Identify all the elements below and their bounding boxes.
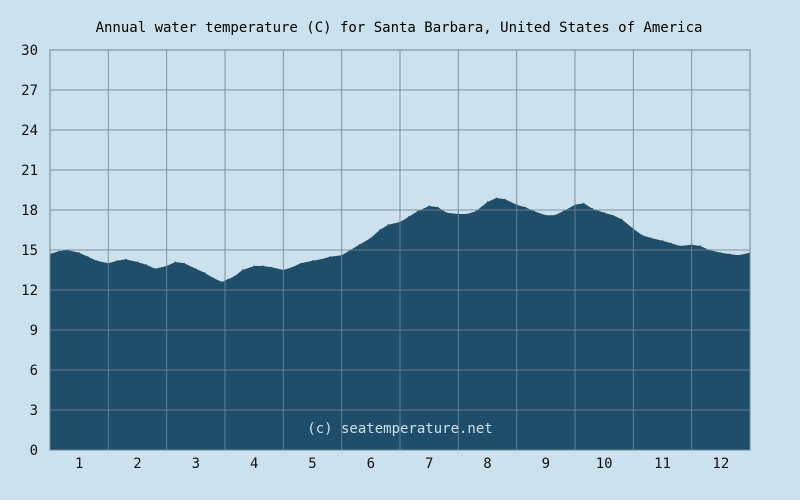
data-point xyxy=(233,276,235,278)
data-point xyxy=(358,244,360,246)
data-point xyxy=(612,214,614,216)
data-point xyxy=(466,213,468,215)
x-tick-label: 10 xyxy=(596,456,613,472)
data-point xyxy=(416,210,419,212)
grid-layer xyxy=(50,50,750,450)
data-point xyxy=(720,252,722,254)
y-tick-label: 0 xyxy=(30,443,38,459)
data-point xyxy=(253,265,255,267)
y-tick-label: 21 xyxy=(21,163,38,179)
data-point xyxy=(670,242,672,244)
data-point xyxy=(154,268,156,270)
data-point xyxy=(183,262,185,264)
data-point xyxy=(495,197,497,199)
data-point xyxy=(486,201,489,203)
y-tick-label: 18 xyxy=(21,203,38,219)
data-point xyxy=(174,261,176,263)
x-tick-label: 4 xyxy=(250,456,258,472)
data-point xyxy=(661,240,664,242)
data-point xyxy=(437,206,439,208)
data-point xyxy=(737,254,739,256)
y-tick-label: 24 xyxy=(21,123,38,139)
y-tick-label: 27 xyxy=(21,83,38,99)
data-point xyxy=(446,212,448,214)
data-point xyxy=(291,266,293,268)
x-tick-label: 11 xyxy=(654,456,671,472)
data-point xyxy=(379,229,381,231)
y-tick-label: 3 xyxy=(30,403,38,419)
y-tick-label: 9 xyxy=(30,323,38,339)
data-point xyxy=(87,256,89,258)
data-point xyxy=(195,268,197,270)
y-tick-label: 6 xyxy=(30,363,38,379)
data-point xyxy=(311,260,314,262)
data-point xyxy=(96,260,98,262)
data-point xyxy=(591,208,594,210)
x-tick-label: 2 xyxy=(133,456,141,472)
y-tick-label: 12 xyxy=(21,283,38,299)
chart-title: Annual water temperature (C) for Santa B… xyxy=(96,20,703,36)
data-point xyxy=(300,262,302,264)
x-tick-label: 7 xyxy=(425,456,433,472)
data-point xyxy=(603,212,605,214)
x-tick-label: 9 xyxy=(542,456,550,472)
data-point xyxy=(125,258,127,260)
data-point xyxy=(241,269,244,271)
x-tick-label: 12 xyxy=(712,456,729,472)
data-point xyxy=(329,256,331,258)
data-point xyxy=(116,260,118,262)
data-point xyxy=(408,216,410,218)
plot-border xyxy=(49,49,751,451)
data-point xyxy=(78,252,80,254)
x-tick-label: 5 xyxy=(308,456,316,472)
data-point xyxy=(227,278,229,280)
data-point xyxy=(641,234,643,236)
data-point xyxy=(387,224,389,226)
data-point xyxy=(271,266,273,268)
data-point xyxy=(212,277,214,279)
data-point xyxy=(504,198,506,200)
data-point xyxy=(524,206,527,208)
data-point xyxy=(145,264,147,266)
data-point xyxy=(533,210,535,212)
data-point xyxy=(699,245,702,247)
x-tick-label: 3 xyxy=(192,456,200,472)
data-point xyxy=(554,214,556,216)
y-tick-label: 15 xyxy=(21,243,38,259)
data-point xyxy=(428,205,430,207)
x-tick-label: 6 xyxy=(367,456,375,472)
x-tick-label: 1 xyxy=(75,456,83,472)
data-point xyxy=(583,202,585,204)
data-point xyxy=(679,245,681,247)
data-point xyxy=(650,237,652,239)
x-tick-label: 8 xyxy=(483,456,491,472)
data-point xyxy=(729,253,731,255)
data-point xyxy=(58,250,60,252)
data-point xyxy=(370,237,372,239)
data-point xyxy=(545,214,547,216)
data-point xyxy=(262,265,264,267)
data-point xyxy=(204,272,206,274)
data-point xyxy=(136,261,139,263)
data-point xyxy=(475,210,477,212)
data-point xyxy=(562,210,564,212)
data-point xyxy=(621,218,623,220)
data-point xyxy=(320,258,322,260)
data-point xyxy=(221,281,223,283)
credit-text: (c) seatemperature.net xyxy=(307,421,492,437)
y-tick-label: 30 xyxy=(21,43,38,59)
